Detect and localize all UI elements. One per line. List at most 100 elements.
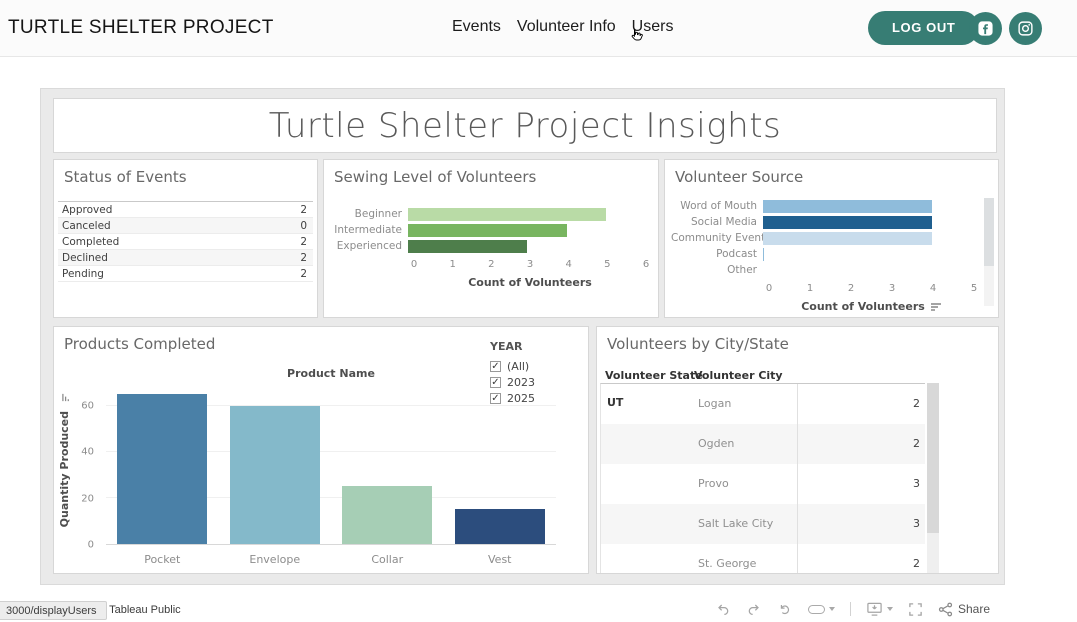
category-label: Beginner — [354, 208, 402, 220]
bar[interactable] — [408, 223, 567, 237]
status-value: 2 — [300, 203, 307, 216]
x-tick: 3 — [888, 283, 896, 294]
undo-icon[interactable] — [715, 601, 731, 617]
share-label: Share — [958, 602, 991, 616]
category-label: Other — [727, 264, 757, 276]
y-tick: 60 — [81, 400, 94, 412]
filter-option-label: 2023 — [507, 375, 535, 389]
filter-option-label: (All) — [507, 359, 530, 373]
chart-scrollbar[interactable] — [984, 198, 994, 306]
table-row[interactable]: Ogden 2 — [601, 424, 925, 464]
table-row[interactable]: Salt Lake City 3 — [601, 504, 925, 544]
browser-link-preview: 3000/displayUsers — [0, 601, 107, 620]
status-label: Approved — [62, 203, 113, 216]
checkbox-checked-icon[interactable]: ✓ — [490, 376, 501, 388]
nav-item-users[interactable]: Users — [631, 18, 674, 35]
bar[interactable] — [763, 215, 932, 229]
bar[interactable] — [342, 486, 433, 544]
column-header-state[interactable]: Volunteer State — [605, 369, 703, 382]
bar-track — [763, 199, 974, 213]
status-label: Pending — [62, 267, 104, 280]
category-label: Vest — [488, 553, 512, 566]
state-cell: UT — [607, 396, 624, 409]
bar-slot — [219, 385, 332, 544]
filter-option-label: 2025 — [507, 391, 535, 405]
facebook-icon[interactable] — [969, 12, 1002, 45]
category-label: Experienced — [336, 240, 402, 252]
gridline — [106, 450, 556, 452]
status-row[interactable]: Approved 2 — [58, 202, 313, 218]
volunteers-table: UT Logan 2 Ogden 2 Provo 3 Salt Lake City 3 St. G… — [600, 383, 925, 573]
status-row[interactable]: Pending 2 — [58, 266, 313, 282]
bar[interactable] — [763, 247, 764, 261]
city-cell: Provo — [698, 477, 729, 490]
bar[interactable] — [408, 239, 527, 253]
count-cell: 2 — [797, 424, 925, 464]
sort-icon[interactable] — [62, 389, 71, 407]
x-tick: 1 — [449, 259, 456, 270]
checkbox-checked-icon[interactable]: ✓ — [490, 360, 501, 372]
log-out-button[interactable]: LOG OUT — [868, 11, 980, 45]
revert-icon[interactable] — [777, 601, 793, 617]
table-row[interactable]: Provo 3 — [601, 464, 925, 504]
x-tick: 4 — [565, 259, 572, 270]
filter-option[interactable]: ✓ 2023 — [490, 374, 535, 390]
sewing-level-panel: Sewing Level of Volunteers Beginner Inter… — [323, 159, 659, 318]
share-icon[interactable]: Share — [938, 602, 990, 617]
status-label: Declined — [62, 251, 108, 264]
x-tick: 5 — [970, 283, 978, 294]
bar[interactable] — [117, 394, 208, 544]
instagram-icon[interactable] — [1009, 12, 1042, 45]
bar-track — [763, 215, 974, 229]
redo-icon[interactable] — [746, 601, 762, 617]
nav-item-events[interactable]: Events — [452, 18, 501, 35]
refresh-icon[interactable] — [808, 604, 835, 614]
products-completed-panel: Products Completed Product Name Quantity… — [53, 326, 589, 574]
chart-title: Products Completed — [64, 335, 216, 353]
chevron-down-icon — [887, 607, 893, 611]
bar-track — [763, 231, 974, 245]
download-icon[interactable] — [866, 601, 893, 617]
status-value: 2 — [300, 267, 307, 280]
bar[interactable] — [763, 231, 932, 245]
category-label: Envelope — [249, 553, 301, 566]
scrollbar-thumb[interactable] — [927, 383, 939, 533]
bar-slot — [331, 385, 444, 544]
brand-title: TURTLE SHELTER PROJECT — [8, 17, 274, 38]
x-tick: 5 — [604, 259, 611, 270]
x-tick: 3 — [526, 259, 534, 270]
bar[interactable] — [763, 199, 932, 213]
bar[interactable] — [408, 207, 607, 221]
category-label: Word of Mouth — [680, 200, 757, 212]
sort-icon[interactable] — [930, 301, 942, 314]
refresh-glyph — [808, 604, 825, 614]
status-row[interactable]: Canceled 0 — [58, 218, 313, 234]
checkbox-checked-icon[interactable]: ✓ — [490, 392, 501, 404]
bar[interactable] — [229, 405, 320, 544]
filter-option[interactable]: ✓ (All) — [490, 358, 535, 374]
table-row[interactable]: St. George 2 — [601, 544, 925, 573]
state-cell — [601, 504, 694, 544]
x-axis-labels: Pocket Envelope Collar Vest — [106, 553, 556, 566]
table-row[interactable]: UT Logan 2 — [601, 384, 925, 424]
city-cell: Salt Lake City — [698, 517, 774, 530]
column-header-city[interactable]: Volunteer City — [694, 369, 783, 382]
status-row[interactable]: Completed 2 — [58, 234, 313, 250]
x-tick: 2 — [488, 259, 495, 270]
scrollbar-thumb[interactable] — [984, 198, 994, 266]
table-scrollbar[interactable] — [927, 383, 939, 573]
chart-title: Status of Events — [64, 168, 187, 186]
volunteer-source-panel: Volunteer Source Word of Mouth Social Med… — [664, 159, 999, 318]
chart-title: Volunteers by City/State — [607, 335, 789, 353]
count-cell: 3 — [797, 504, 925, 544]
bar[interactable] — [454, 509, 545, 544]
status-of-events-panel: Status of Events Approved 2 Canceled 0 Compl… — [53, 159, 318, 318]
x-axis: 0 1 2 3 4 5 — [766, 281, 978, 296]
tableau-toolbar: Share — [715, 599, 990, 619]
nav-item-volunteer-info[interactable]: Volunteer Info — [516, 18, 616, 35]
y-axis-ticks: 0 20 40 60 — [66, 385, 98, 550]
status-row[interactable]: Declined 2 — [58, 250, 313, 266]
filter-option[interactable]: ✓ 2025 — [490, 390, 535, 406]
fullscreen-icon[interactable] — [908, 602, 923, 617]
status-value: 0 — [300, 219, 307, 232]
